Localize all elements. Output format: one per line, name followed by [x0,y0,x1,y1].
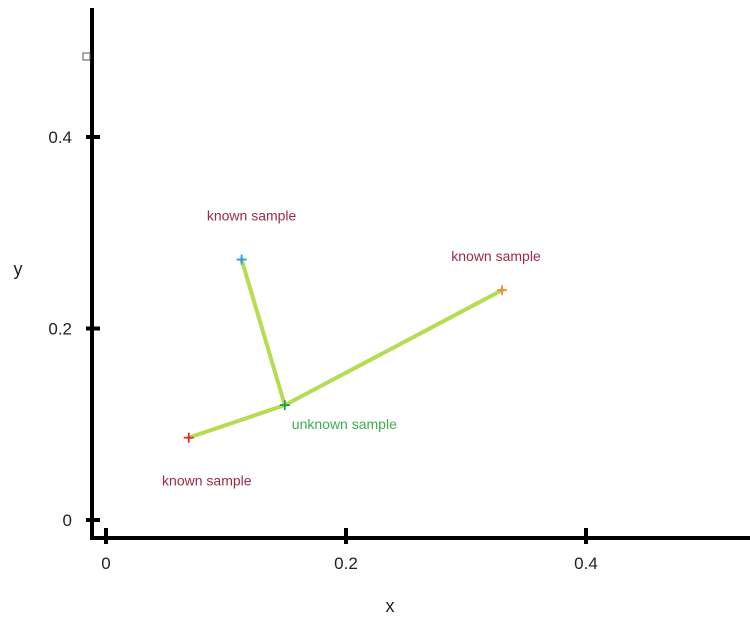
distance-line [239,257,287,408]
y-tick-label: 0 [63,511,72,530]
known-sample-label: known sample [162,473,252,489]
y-axis-label: y [14,259,23,279]
sample-markers [183,254,507,443]
x-tick-label: 0.2 [334,554,358,573]
distance-line [186,403,287,440]
known-sample-label: known sample [207,208,297,224]
x-axis-label: x [386,596,395,616]
y-tick-label: 0.4 [48,128,72,147]
distance-line [282,288,504,408]
y-axis-marker-square [82,52,91,61]
known-sample-marker [497,285,507,296]
known-sample-marker [183,432,194,443]
distance-lines [186,257,504,440]
axes: 0 0.2 0.4 0 0.2 0.4 [48,8,750,573]
x-tick-label: 0 [101,554,110,573]
known-sample-marker [236,254,247,265]
x-tick-label: 0.4 [574,554,598,573]
unknown-sample-label: unknown sample [292,416,397,432]
y-tick-label: 0.2 [48,320,72,339]
known-sample-label: known sample [451,248,541,264]
annotations: known sample known sample known sample unkn… [162,208,541,489]
unknown-sample-marker [279,400,290,411]
